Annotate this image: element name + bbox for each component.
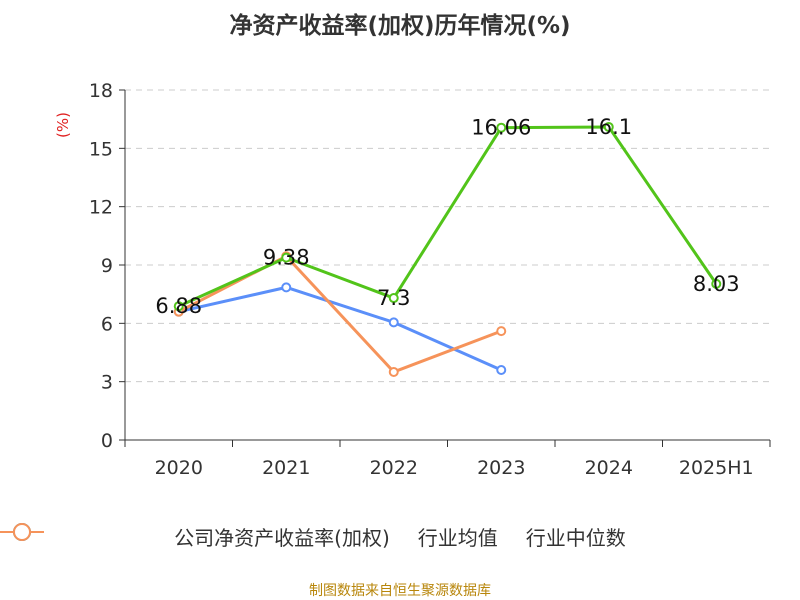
legend-label-industry-mean: 行业均值: [417, 526, 498, 550]
data-point: [281, 252, 292, 263]
data-label: 16.06: [471, 116, 531, 140]
data-point: [496, 122, 507, 133]
legend-label-company: 公司净资产收益率(加权): [174, 526, 390, 550]
x-tick-label: 2020: [155, 457, 203, 479]
series-line: [178, 254, 502, 374]
data-point: [281, 282, 292, 293]
data-label: 9.38: [263, 246, 310, 270]
x-tick-label: 2025H1: [679, 457, 754, 479]
y-tick-label: 15: [89, 138, 113, 160]
chart-title: 净资产收益率(加权)历年情况(%): [229, 13, 571, 39]
legend-item-industry-mean[interactable]: 行业均值: [0, 522, 498, 551]
data-point: [173, 301, 184, 312]
data-point: [496, 365, 507, 375]
data-point: [388, 293, 399, 304]
y-tick-label: 12: [89, 197, 113, 219]
y-axis-label: (%): [54, 112, 72, 138]
x-tick-label: 2021: [262, 457, 310, 479]
data-label: 6.88: [155, 294, 202, 318]
x-tick-label: 2023: [477, 457, 525, 479]
y-tick-label: 6: [101, 313, 113, 335]
y-tick-label: 0: [101, 430, 113, 452]
legend-item-company[interactable]: 公司净资产收益率(加权): [0, 522, 390, 551]
y-tick-label: 3: [101, 372, 113, 394]
data-point: [388, 366, 399, 377]
data-point: [711, 278, 722, 289]
series-line: [178, 285, 502, 372]
y-tick-label: 18: [89, 80, 113, 102]
source-note: 制图数据来自恒生聚源数据库: [309, 583, 491, 599]
x-tick-label: 2022: [370, 457, 418, 479]
data-point: [388, 317, 399, 328]
legend-item-industry-median[interactable]: 行业中位数: [0, 522, 626, 551]
legend-label-industry-median: 行业中位数: [525, 526, 626, 550]
data-point: [603, 121, 614, 132]
data-label: 8.03: [693, 272, 740, 296]
data-point: [496, 326, 507, 337]
legend: 公司净资产收益率(加权) 行业均值 行业中位数: [0, 522, 800, 551]
data-label: 7.3: [377, 286, 410, 310]
series-line: [178, 125, 718, 308]
legend-marker-industry-median: [0, 523, 44, 541]
data-label: 16.1: [585, 115, 632, 139]
x-tick-label: 2024: [585, 457, 633, 479]
y-tick-label: 9: [101, 255, 113, 277]
